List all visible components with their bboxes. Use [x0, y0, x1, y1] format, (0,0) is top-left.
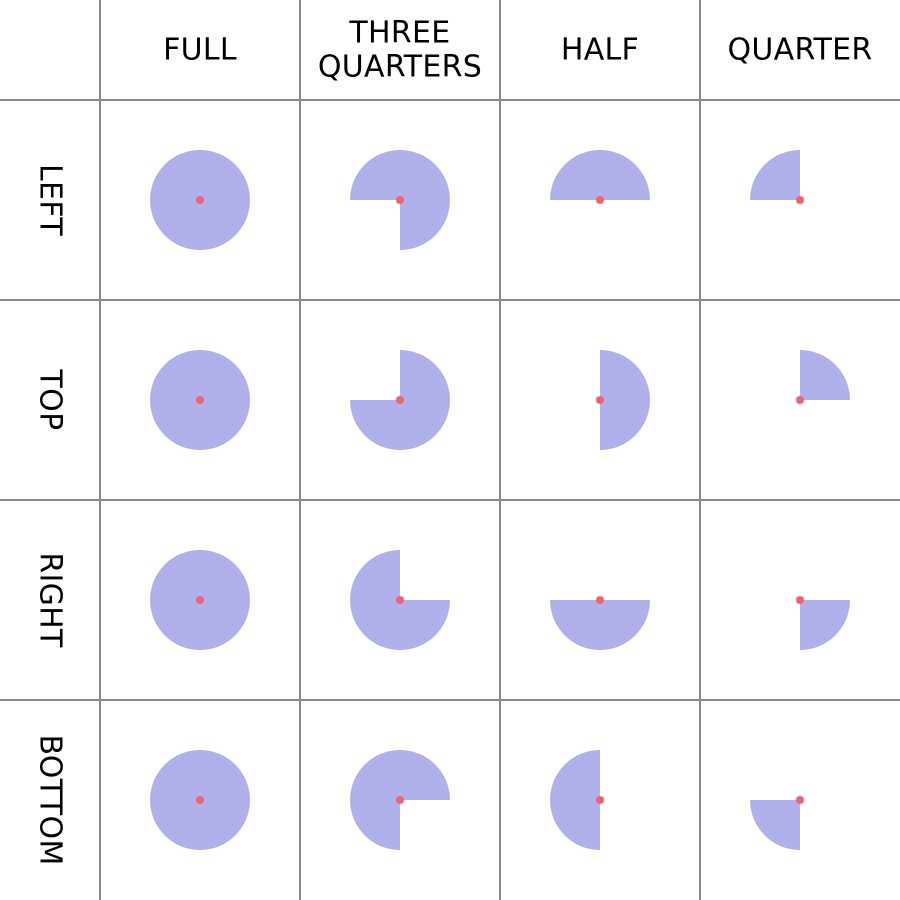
circle-segment-shape — [550, 750, 600, 850]
shape-cells — [150, 150, 850, 850]
center-dot — [796, 396, 804, 404]
row-header-label: TOP — [33, 369, 68, 431]
center-dot — [596, 196, 604, 204]
circle-segment-shape — [750, 150, 800, 200]
center-dot — [596, 596, 604, 604]
row-headers: LEFT TOP RIGHT BOTTOM — [33, 164, 68, 866]
center-dot — [396, 596, 404, 604]
center-dot — [796, 596, 804, 604]
center-dot — [396, 196, 404, 204]
column-header-label: QUARTERS — [318, 50, 482, 85]
center-dot — [796, 796, 804, 804]
center-dot — [396, 396, 404, 404]
center-dot — [196, 196, 204, 204]
center-dot — [596, 796, 604, 804]
circle-segment-shape — [800, 350, 850, 400]
row-header-label: BOTTOM — [33, 734, 68, 865]
circle-segment-shape — [550, 600, 650, 650]
center-dot — [196, 596, 204, 604]
center-dot — [196, 396, 204, 404]
center-dot — [196, 796, 204, 804]
row-header-label: RIGHT — [33, 552, 68, 648]
center-dot — [796, 196, 804, 204]
center-dot — [396, 796, 404, 804]
column-header-label: THREE — [348, 16, 450, 51]
circle-segment-shape — [750, 800, 800, 850]
column-header-label: FULL — [163, 33, 237, 68]
circle-segment-shape — [800, 600, 850, 650]
center-dot — [596, 396, 604, 404]
circle-segment-shape — [550, 150, 650, 200]
column-header-label: QUARTER — [728, 33, 873, 68]
row-header-label: LEFT — [33, 164, 68, 236]
circle-segment-shape — [600, 350, 650, 450]
column-header-label: HALF — [561, 33, 639, 68]
